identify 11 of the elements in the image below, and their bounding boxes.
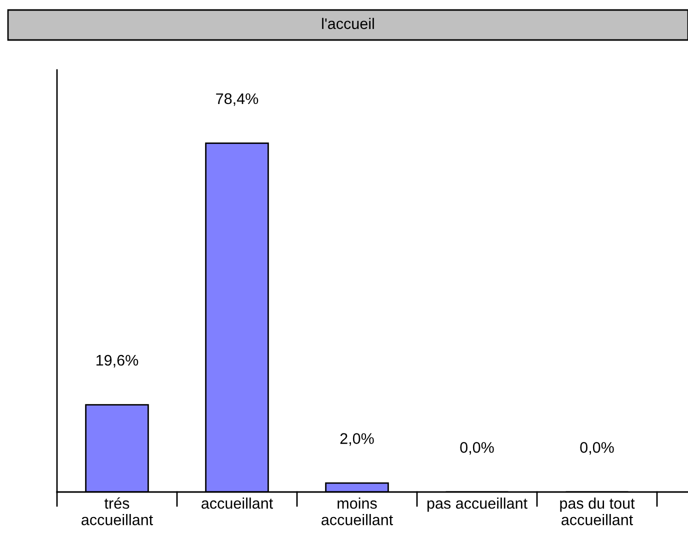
data-label: 2,0% xyxy=(340,433,374,446)
data-label: 78,4% xyxy=(216,93,258,106)
data-label: 0,0% xyxy=(580,442,614,455)
x-tick-label: pas accueillant xyxy=(427,498,528,512)
data-label: 0,0% xyxy=(460,442,494,455)
chart-title: l'accueil xyxy=(322,18,374,30)
data-label: 19,6% xyxy=(96,354,138,368)
x-tick-label: accueillant xyxy=(202,498,273,509)
x-tick-label: trés accueillant xyxy=(82,497,153,526)
x-tick-label: pas du tout accueillant xyxy=(560,498,635,526)
x-tick-label: moins accueillant xyxy=(322,498,393,526)
